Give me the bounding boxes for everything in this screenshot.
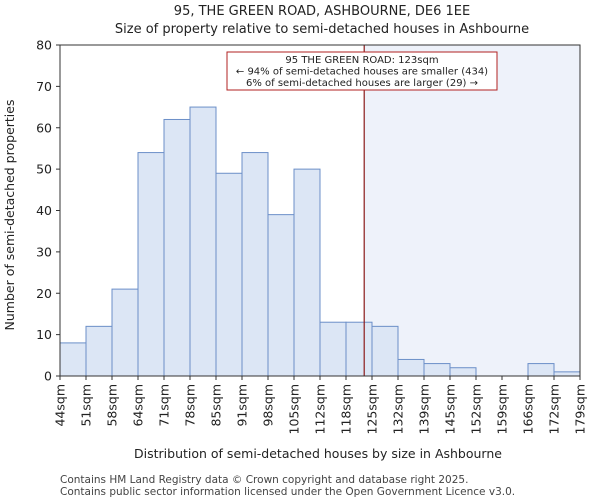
annotation-frame — [226, 51, 498, 91]
x-tick-label-152sqm: 152sqm — [469, 384, 484, 434]
x-axis-label: Distribution of semi-detached houses by … — [134, 446, 502, 461]
x-tick-label-105sqm: 105sqm — [287, 384, 302, 434]
x-tick-label-98sqm: 98sqm — [261, 384, 276, 427]
bar-145sqm — [449, 367, 477, 377]
larger-region-shade — [364, 45, 580, 376]
bar-112sqm — [319, 321, 347, 377]
x-tick-label-112sqm: 112sqm — [313, 384, 328, 434]
bar-71sqm — [163, 118, 191, 377]
x-tick-label-71sqm: 71sqm — [157, 384, 172, 427]
x-tick-label-139sqm: 139sqm — [417, 384, 432, 434]
annotation-line-1: 95 THE GREEN ROAD: 123sqm — [285, 55, 438, 66]
y-tick-label-20: 20 — [36, 286, 52, 301]
bar-44sqm — [59, 342, 87, 377]
y-axis-label: Number of semi-detached properties — [2, 100, 17, 331]
bar-91sqm — [241, 152, 269, 377]
chart-title: 95, THE GREEN ROAD, ASHBOURNE, DE6 1EE — [174, 4, 470, 19]
x-tick-label-159sqm: 159sqm — [495, 384, 510, 434]
x-tick-label-166sqm: 166sqm — [521, 384, 536, 434]
y-tick-label-30: 30 — [36, 244, 52, 259]
bar-64sqm — [137, 152, 165, 377]
y-tick-label-70: 70 — [36, 79, 52, 94]
bar-118sqm — [345, 321, 373, 377]
bar-139sqm — [423, 363, 451, 377]
bar-166sqm — [527, 363, 555, 377]
x-tick-label-91sqm: 91sqm — [235, 384, 250, 427]
x-tick-label-132sqm: 132sqm — [391, 384, 406, 434]
x-ticks: 44sqm 51sqm 58sqm 64sqm 71sqm 78sqm 85sqm 91sqm… — [53, 376, 588, 434]
x-tick-label-64sqm: 64sqm — [131, 384, 146, 427]
x-tick-label-78sqm: 78sqm — [183, 384, 198, 427]
shade-region — [364, 45, 580, 376]
footer-line-1: Contains HM Land Registry data © Crown c… — [60, 474, 468, 486]
bar-78sqm — [189, 106, 217, 377]
annotation-line-2: ← 94% of semi-detached houses are smalle… — [236, 67, 488, 78]
x-tick-label-118sqm: 118sqm — [339, 384, 354, 434]
bar-125sqm — [371, 325, 399, 377]
bar-58sqm — [111, 288, 139, 377]
x-tick-label-85sqm: 85sqm — [209, 384, 224, 427]
x-tick-label-51sqm: 51sqm — [79, 384, 94, 427]
x-tick-label-58sqm: 58sqm — [105, 384, 120, 427]
y-tick-label-10: 10 — [36, 327, 52, 342]
annotation-box: 95 THE GREEN ROAD: 123sqm ← 94% of semi-… — [226, 51, 498, 91]
x-tick-label-125sqm: 125sqm — [365, 384, 380, 434]
bar-85sqm — [215, 172, 243, 377]
x-tick-label-179sqm: 179sqm — [573, 384, 588, 434]
y-ticks: 0 10 20 30 40 50 60 70 80 — [36, 38, 60, 384]
y-tick-label-60: 60 — [36, 120, 52, 135]
bars — [59, 106, 581, 377]
y-tick-label-80: 80 — [36, 38, 52, 53]
bar-51sqm — [85, 325, 113, 377]
bar-98sqm — [267, 214, 295, 377]
bar-132sqm — [397, 358, 425, 377]
y-tick-label-40: 40 — [36, 203, 52, 218]
bar-105sqm — [293, 168, 321, 377]
chart-subtitle: Size of property relative to semi-detach… — [115, 22, 529, 37]
x-tick-label-172sqm: 172sqm — [547, 384, 562, 434]
annotation-line-3: 6% of semi-detached houses are larger (2… — [246, 78, 478, 89]
bar-172sqm — [553, 371, 581, 377]
x-tick-label-145sqm: 145sqm — [443, 384, 458, 434]
footer-line-2: Contains public sector information licen… — [60, 486, 515, 498]
y-tick-label-50: 50 — [36, 162, 52, 177]
y-tick-label-0: 0 — [44, 369, 52, 384]
x-tick-label-44sqm: 44sqm — [53, 384, 68, 427]
